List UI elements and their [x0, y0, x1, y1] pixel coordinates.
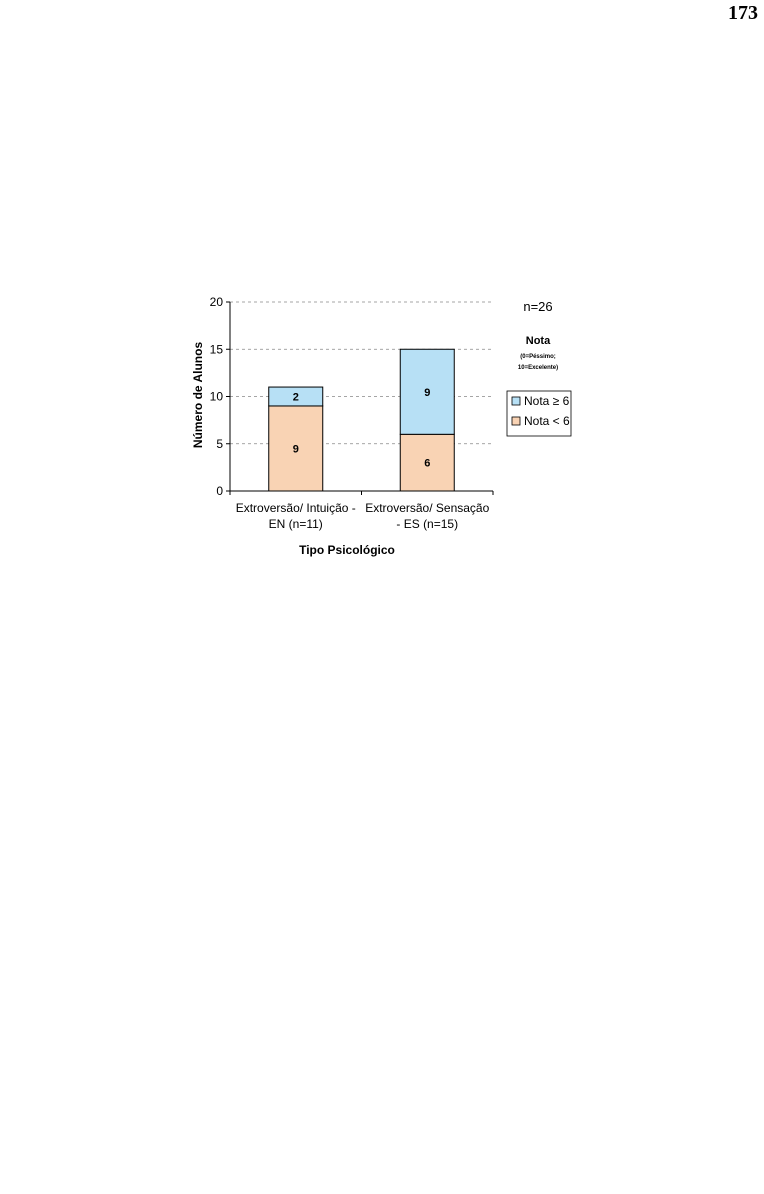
y-tick-label-0: 0: [216, 484, 223, 498]
y-ticks: 0 5 10 15 20: [210, 295, 230, 498]
x-category-label-0-1: EN (n=11): [269, 517, 323, 531]
bar-segment-1-1: [399, 348, 455, 435]
y-tick-label-15: 15: [210, 342, 224, 356]
stacked-bar-chart: 9 2 6 9 0 5 10 15 20 Extroversão/ Intuição - EN …: [191, 295, 572, 557]
bars: 9 2 6 9: [268, 348, 455, 492]
legend-items: Nota ≥ 6 Nota < 6: [511, 394, 570, 428]
x-category-labels: Extroversão/ Intuição - EN (n=11) Extrover…: [236, 501, 490, 531]
data-label-0-0: 9: [293, 443, 299, 455]
legend-subtitle-2: 10=Excelente): [518, 365, 558, 371]
legend-label-0: Nota ≥ 6: [524, 394, 570, 408]
legend-note: n=26: [523, 299, 552, 314]
x-category-label-1-1: - ES (n=15): [396, 517, 458, 531]
legend: n=26 Nota (0=Péssimo; 10=Excelente) Nota…: [506, 299, 572, 437]
data-label-0-1: 2: [293, 392, 299, 404]
legend-title: Nota: [526, 335, 551, 347]
y-tick-label-5: 5: [216, 437, 223, 451]
legend-label-1: Nota < 6: [524, 414, 570, 428]
data-label-1-1: 9: [424, 387, 430, 399]
data-label-1-0: 6: [424, 458, 430, 470]
page-number: 173: [728, 2, 758, 24]
y-axis-title: Número de Alunos: [191, 342, 205, 449]
x-axis-title: Tipo Psicológico: [299, 543, 395, 557]
legend-subtitle-1: (0=Péssimo;: [520, 354, 556, 360]
y-tick-label-20: 20: [210, 295, 224, 309]
y-tick-label-10: 10: [210, 390, 224, 404]
x-category-label-0-0: Extroversão/ Intuição -: [236, 501, 356, 515]
legend-swatch-0: [511, 396, 521, 406]
bar-segment-0-1: [268, 386, 324, 407]
legend-swatch-1: [511, 416, 521, 426]
x-category-label-1-0: Extroversão/ Sensação: [365, 501, 489, 515]
